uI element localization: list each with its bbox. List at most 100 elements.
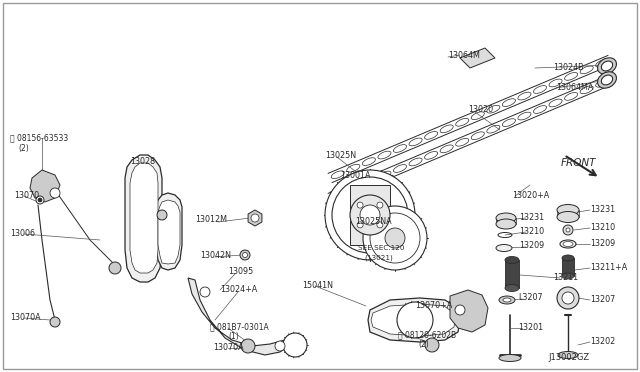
Ellipse shape: [602, 75, 612, 85]
Text: FRONT: FRONT: [561, 158, 596, 168]
Text: 15041N: 15041N: [302, 280, 333, 289]
Polygon shape: [158, 200, 180, 264]
Text: 13006: 13006: [10, 228, 35, 237]
Text: 13201: 13201: [518, 324, 543, 333]
Circle shape: [50, 317, 60, 327]
Circle shape: [377, 222, 383, 228]
Text: 13211: 13211: [553, 273, 578, 282]
Circle shape: [325, 170, 415, 260]
Circle shape: [251, 214, 259, 222]
Circle shape: [50, 188, 60, 198]
Circle shape: [360, 205, 380, 225]
Text: Ⓑ 081B7-0301A: Ⓑ 081B7-0301A: [210, 323, 269, 331]
Circle shape: [425, 338, 439, 352]
Circle shape: [357, 222, 363, 228]
Ellipse shape: [562, 273, 574, 279]
Text: 13020+A: 13020+A: [512, 190, 549, 199]
Circle shape: [38, 198, 42, 202]
Ellipse shape: [602, 61, 612, 71]
Text: 13070+A: 13070+A: [415, 301, 452, 310]
Text: 13024B: 13024B: [553, 64, 584, 73]
Ellipse shape: [557, 212, 579, 222]
Text: (13021): (13021): [364, 255, 393, 261]
Circle shape: [455, 305, 465, 315]
Circle shape: [157, 210, 167, 220]
Text: 13211+A: 13211+A: [590, 263, 627, 273]
Text: 13207: 13207: [590, 295, 615, 305]
Ellipse shape: [496, 244, 512, 251]
Polygon shape: [248, 210, 262, 226]
Text: 13070A: 13070A: [10, 314, 40, 323]
Text: 13231: 13231: [590, 205, 615, 215]
Ellipse shape: [557, 205, 579, 215]
Text: 13001A: 13001A: [340, 170, 371, 180]
Ellipse shape: [496, 213, 516, 223]
Text: L3207: L3207: [518, 294, 543, 302]
Text: 13070A: 13070A: [213, 343, 244, 353]
Ellipse shape: [558, 352, 578, 359]
Circle shape: [241, 339, 255, 353]
Text: 13202: 13202: [590, 337, 615, 346]
Ellipse shape: [503, 298, 511, 302]
Circle shape: [563, 225, 573, 235]
Bar: [562, 258, 574, 276]
Text: 13025N: 13025N: [325, 151, 356, 160]
Text: Ⓑ 08120-6202B: Ⓑ 08120-6202B: [398, 330, 456, 340]
Polygon shape: [371, 304, 455, 336]
Circle shape: [283, 333, 307, 357]
Circle shape: [397, 302, 433, 338]
Text: 13020: 13020: [468, 106, 493, 115]
Text: 13042N: 13042N: [200, 250, 231, 260]
Ellipse shape: [562, 255, 574, 261]
Ellipse shape: [499, 355, 521, 362]
Ellipse shape: [598, 72, 616, 88]
Text: Ⓑ 08156-63533: Ⓑ 08156-63533: [10, 134, 68, 142]
Polygon shape: [188, 278, 290, 355]
Text: 13024+A: 13024+A: [220, 285, 257, 295]
Text: 13209: 13209: [519, 241, 544, 250]
Ellipse shape: [557, 287, 579, 309]
Circle shape: [350, 195, 390, 235]
Polygon shape: [30, 170, 60, 202]
Bar: [505, 260, 519, 288]
Circle shape: [370, 213, 420, 263]
Polygon shape: [460, 48, 495, 68]
Circle shape: [109, 262, 121, 274]
Circle shape: [200, 287, 210, 297]
Bar: [557, 210, 579, 217]
Text: 13012M: 13012M: [195, 215, 227, 224]
Polygon shape: [156, 193, 182, 270]
Ellipse shape: [505, 257, 519, 263]
Text: 13070: 13070: [14, 190, 39, 199]
Text: 13028: 13028: [130, 157, 155, 167]
Text: (1): (1): [228, 333, 239, 341]
Ellipse shape: [499, 296, 515, 304]
Text: 13064M: 13064M: [448, 51, 480, 60]
Circle shape: [385, 228, 405, 248]
Circle shape: [240, 250, 250, 260]
Ellipse shape: [496, 219, 516, 229]
Text: 13210: 13210: [519, 228, 544, 237]
Circle shape: [363, 206, 427, 270]
Text: 13209: 13209: [590, 240, 615, 248]
Circle shape: [377, 202, 383, 208]
Text: 13095: 13095: [228, 267, 253, 276]
Circle shape: [332, 177, 408, 253]
Polygon shape: [368, 298, 460, 342]
Text: 13210: 13210: [590, 224, 615, 232]
Ellipse shape: [598, 58, 616, 74]
Text: (2): (2): [418, 340, 429, 350]
Text: SEE SEC.120: SEE SEC.120: [358, 245, 404, 251]
Circle shape: [275, 341, 285, 351]
Text: 13064MA: 13064MA: [556, 83, 593, 93]
Circle shape: [566, 228, 570, 232]
Polygon shape: [350, 185, 390, 245]
Text: J13002GZ: J13002GZ: [548, 353, 589, 362]
Text: 13025NA: 13025NA: [355, 218, 392, 227]
Bar: [496, 218, 516, 224]
Polygon shape: [450, 290, 488, 332]
Ellipse shape: [562, 292, 574, 304]
Circle shape: [243, 253, 248, 257]
Text: (2): (2): [18, 144, 29, 153]
Circle shape: [36, 196, 44, 204]
